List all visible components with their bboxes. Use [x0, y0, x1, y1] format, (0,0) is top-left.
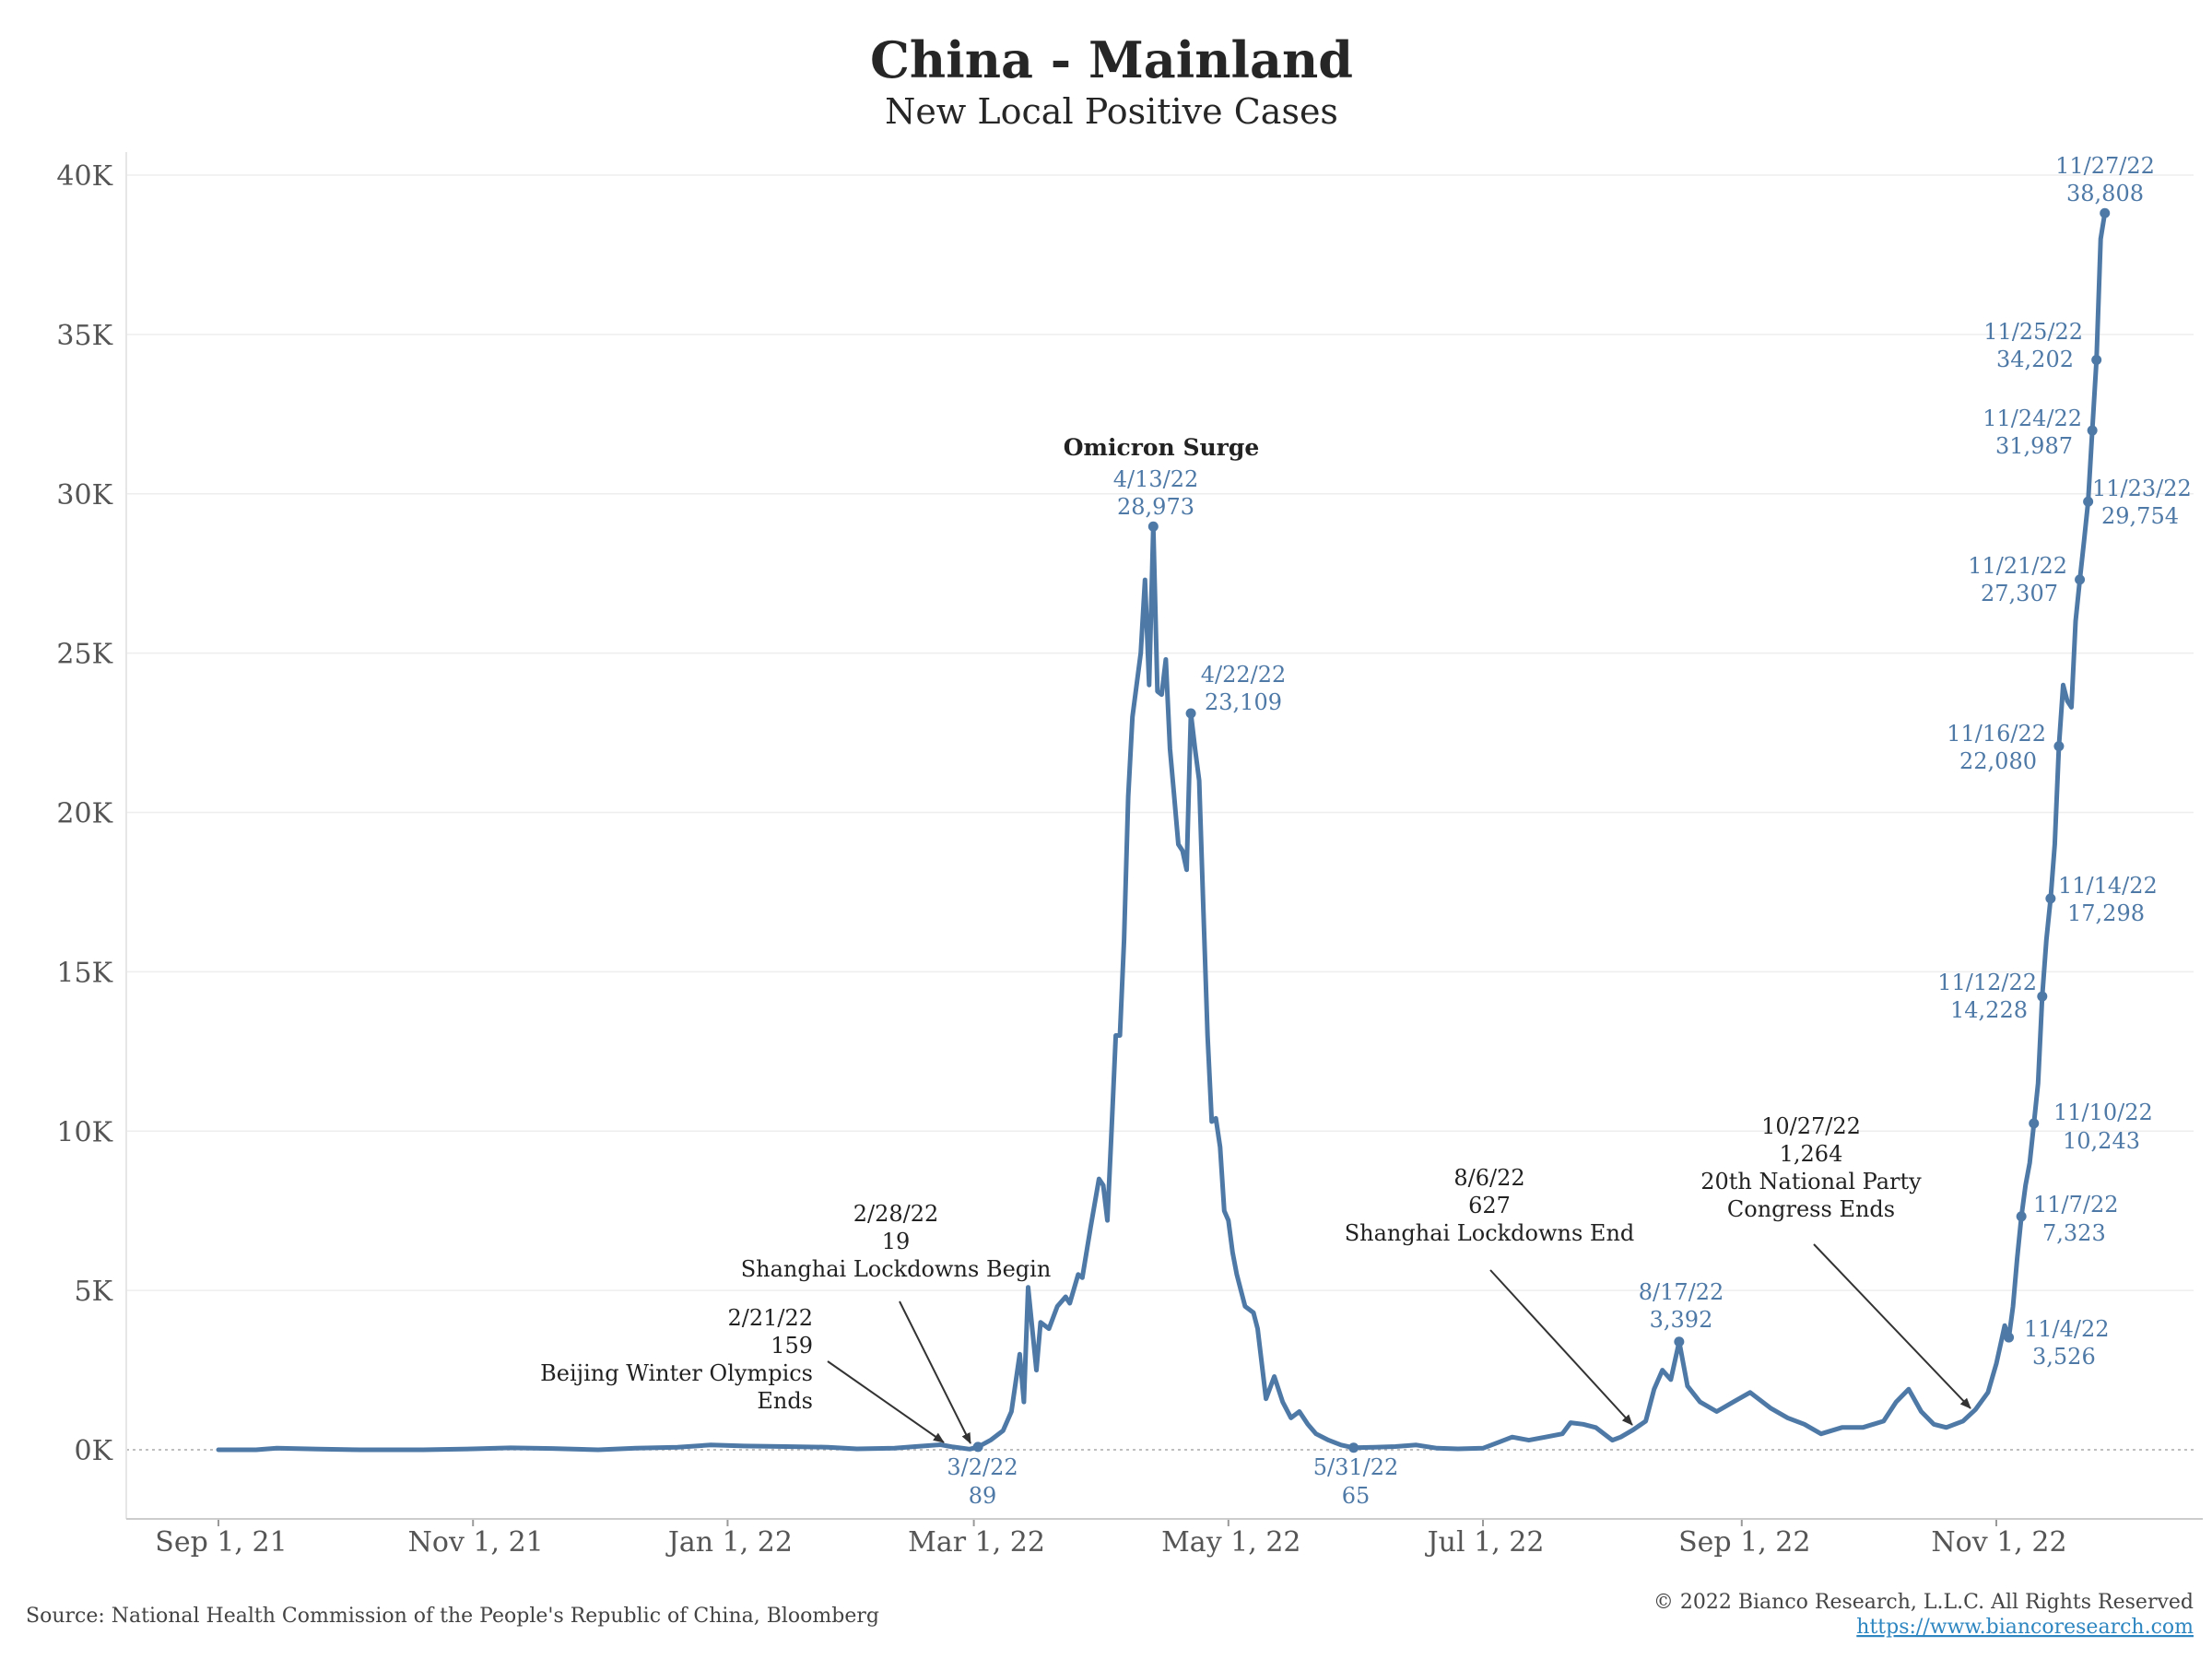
data-point-2022-11-27 [2100, 207, 2111, 218]
data-point-2022-11-24 [2087, 425, 2098, 436]
y-tick-label-8: 40K [56, 160, 112, 193]
data-point-2022-04-13 [1147, 521, 1159, 532]
arrow-aug6 [1489, 1269, 1633, 1426]
arrow-oct27 [1813, 1243, 1971, 1409]
annotation-nov4-date: 11/4/22 [2024, 1316, 2110, 1342]
annotation-nov16-date: 11/16/22 [1947, 721, 2046, 747]
annotation-feb28-date: 2/28/22 [853, 1201, 939, 1227]
annotation-nov21-date: 11/21/22 [1968, 553, 2067, 579]
data-point-2022-11-16 [2053, 741, 2065, 752]
annotation-nov27-value: 38,808 [2066, 181, 2144, 206]
annotation-nov4-value: 3,526 [2032, 1344, 2096, 1370]
annotation-apr13-value: 28,973 [1117, 494, 1194, 520]
chart-subtitle: New Local Positive Cases [885, 91, 1338, 132]
x-tick-label-3: Mar 1, 22 [908, 1526, 1045, 1559]
annotation-oct27-value: 1,264 [1780, 1141, 1843, 1167]
annotation-nov23-date: 11/23/22 [2092, 476, 2192, 501]
arrow-feb28 [899, 1300, 971, 1444]
annotation-nov12-value: 14,228 [1950, 997, 2028, 1023]
annotation-nov16-value: 22,080 [1959, 748, 2037, 774]
annotation-aug17-date: 8/17/22 [1639, 1279, 1724, 1305]
copyright-note: © 2022 Bianco Research, L.L.C. All Right… [1653, 1591, 2194, 1614]
chart-title: China - Mainland [870, 30, 1353, 89]
y-tick-label-2: 10K [56, 1116, 112, 1148]
annotations: Omicron Surge 4/13/22 28,973 4/22/22 23,… [540, 153, 2192, 1509]
annotation-mar2-date: 3/2/22 [947, 1454, 1018, 1480]
axes [125, 152, 2203, 1520]
annotation-nov10-date: 11/10/22 [2053, 1100, 2153, 1125]
annotation-nov14-date: 11/14/22 [2058, 873, 2158, 899]
y-tick-label-3: 15K [56, 957, 112, 989]
data-point-2022-03-02 [972, 1441, 983, 1453]
annotation-arrows [827, 1243, 1971, 1444]
x-tick-label-0: Sep 1, 21 [155, 1526, 287, 1559]
arrow-feb21 [827, 1360, 945, 1443]
annotation-feb21-value: 159 [771, 1333, 813, 1359]
x-tick-label-2: Jan 1, 22 [665, 1526, 793, 1559]
annotation-aug6-label: Shanghai Lockdowns End [1345, 1220, 1635, 1246]
annotation-nov23-value: 29,754 [2101, 503, 2179, 529]
data-point-2022-05-31 [1348, 1442, 1359, 1453]
annotation-nov25-value: 34,202 [1996, 347, 2074, 372]
data-point-2022-04-22 [1185, 708, 1196, 719]
annotation-feb21-label1: Beijing Winter Olympics [540, 1360, 813, 1386]
annotation-nov10-value: 10,243 [2063, 1128, 2140, 1154]
data-point-2022-11-07 [2016, 1211, 2027, 1222]
annotation-oct27-label1: 20th National Party [1700, 1169, 1922, 1194]
annotation-oct27-label2: Congress Ends [1727, 1196, 1895, 1222]
annotation-nov12-date: 11/12/22 [1937, 970, 2037, 995]
data-point-2022-11-21 [2075, 574, 2086, 585]
y-tick-labels: 0K 5K 10K 15K 20K 25K 30K 35K 40K [56, 160, 112, 1467]
data-point-2022-11-04 [2004, 1332, 2015, 1343]
annotation-aug17-value: 3,392 [1650, 1307, 1713, 1333]
data-point-2022-11-14 [2045, 893, 2056, 904]
annotation-omicron-title: Omicron Surge [1064, 434, 1259, 461]
data-point-2022-11-10 [2029, 1118, 2040, 1129]
gridlines [126, 174, 2194, 1526]
y-tick-label-0: 0K [75, 1435, 113, 1467]
annotation-nov25-date: 11/25/22 [1983, 319, 2083, 345]
data-point-2022-11-25 [2091, 354, 2102, 365]
data-point-2022-08-17 [1674, 1336, 1685, 1347]
annotation-nov24-value: 31,987 [1995, 433, 2073, 459]
annotation-aug6-value: 627 [1468, 1193, 1511, 1218]
x-tick-label-4: May 1, 22 [1161, 1526, 1300, 1559]
y-tick-label-5: 25K [56, 639, 112, 671]
data-point-2022-11-23 [2083, 496, 2094, 507]
annotation-apr13-date: 4/13/22 [1113, 466, 1199, 492]
y-tick-label-1: 5K [75, 1276, 113, 1308]
data-point-2022-11-12 [2037, 991, 2048, 1002]
y-tick-label-4: 20K [56, 798, 112, 830]
y-tick-label-6: 30K [56, 479, 112, 512]
annotation-may31-value: 65 [1342, 1483, 1371, 1509]
annotation-feb28-label: Shanghai Lockdowns Begin [741, 1256, 1052, 1282]
annotation-nov21-value: 27,307 [1981, 581, 2058, 606]
source-note: Source: National Health Commission of th… [26, 1605, 879, 1628]
annotation-aug6-date: 8/6/22 [1453, 1165, 1524, 1191]
series-line-0 [216, 210, 2108, 1453]
markers [972, 207, 2111, 1453]
y-tick-label-7: 35K [56, 320, 112, 352]
x-tick-labels: Sep 1, 21 Nov 1, 21 Jan 1, 22 Mar 1, 22 May … [155, 1526, 2066, 1559]
annotation-oct27-date: 10/27/22 [1761, 1113, 1861, 1139]
annotation-feb21-date: 2/21/22 [727, 1305, 813, 1331]
series [216, 210, 2108, 1453]
annotation-nov7-value: 7,323 [2042, 1220, 2106, 1246]
annotation-feb28-value: 19 [882, 1229, 911, 1254]
x-tick-label-1: Nov 1, 21 [408, 1526, 544, 1559]
x-tick-label-6: Sep 1, 22 [1678, 1526, 1810, 1559]
annotation-feb21-label2: Ends [757, 1388, 813, 1414]
bianco-research-link[interactable]: https://www.biancoresearch.com [1856, 1616, 2194, 1639]
annotation-may31-date: 5/31/22 [1313, 1454, 1399, 1480]
annotation-apr22-date: 4/22/22 [1201, 662, 1287, 688]
annotation-nov24-date: 11/24/22 [1983, 406, 2082, 431]
x-tick-label-5: Jul 1, 22 [1425, 1526, 1545, 1559]
x-tick-label-7: Nov 1, 22 [1931, 1526, 2066, 1559]
annotation-nov14-value: 17,298 [2067, 900, 2145, 926]
annotation-nov27-date: 11/27/22 [2055, 153, 2155, 179]
annotation-nov7-date: 11/7/22 [2033, 1192, 2119, 1218]
annotation-apr22-value: 23,109 [1205, 689, 1282, 715]
annotation-mar2-value: 89 [969, 1483, 997, 1509]
